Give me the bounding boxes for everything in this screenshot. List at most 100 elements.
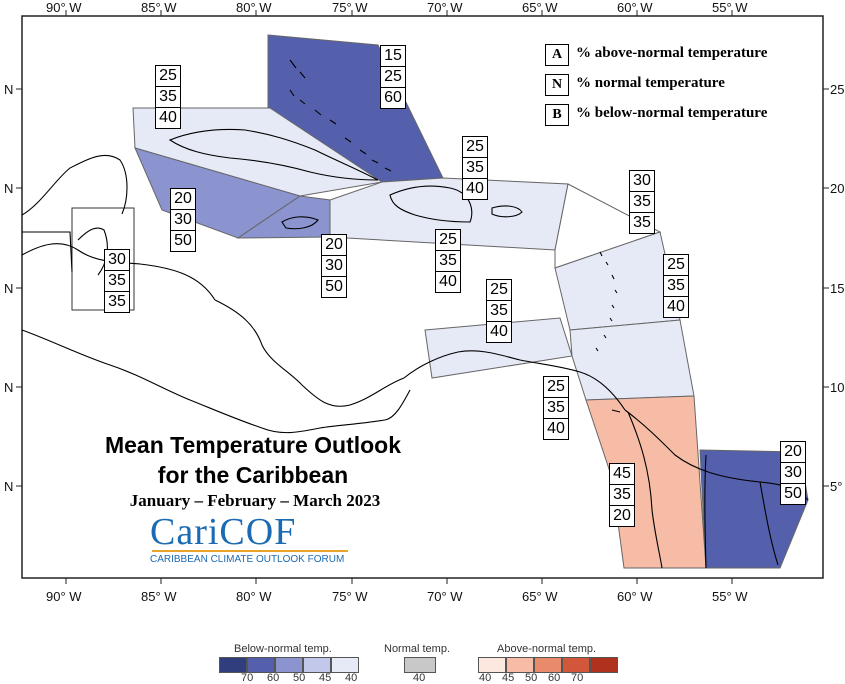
outlook-zones xyxy=(132,34,809,569)
prob-box-cuba-n: 35 xyxy=(155,86,181,108)
lon-label-bottom-55: 55° W xyxy=(712,589,748,604)
prob-box-caribbean-sea-a: 25 xyxy=(435,229,461,251)
legend-key-b: B xyxy=(545,104,569,126)
caricof-logo: CariCOF xyxy=(150,511,297,553)
scale-above-label: Above-normal temp. xyxy=(497,643,597,655)
prob-box-windwards-n: 35 xyxy=(663,275,689,297)
lon-label-bottom-60: 60° W xyxy=(617,589,653,604)
scale-below-tick-0: 70 xyxy=(241,672,254,684)
scale-normal-tick-0: 40 xyxy=(413,672,426,684)
prob-box-windwards-b: 40 xyxy=(663,296,689,318)
lat-label-right-15: 15 xyxy=(830,281,844,296)
prob-box-suriname-a: 20 xyxy=(780,441,806,463)
prob-box-cuba-a: 25 xyxy=(155,65,181,87)
legend-text-n: % normal temperature xyxy=(576,75,725,91)
lon-label-top-60: 60° W xyxy=(617,0,653,15)
prob-box-bahamas-a: 15 xyxy=(380,45,406,67)
prob-box-jamaica-n: 30 xyxy=(321,255,347,277)
lon-label-bottom-90: 90° W xyxy=(46,589,82,604)
coastlines xyxy=(21,59,809,569)
scale-below-swatch-2 xyxy=(275,657,303,673)
prob-box-abc-islands-n: 35 xyxy=(486,300,512,322)
legend-text-a: % above-normal temperature xyxy=(576,45,768,61)
prob-box-guyana-b: 20 xyxy=(609,505,635,527)
lat-label-left-5: N xyxy=(4,479,13,494)
lon-label-top-90: 90° W xyxy=(46,0,82,15)
lat-label-left-25: N xyxy=(4,82,13,97)
prob-box-hispaniola-a: 25 xyxy=(462,136,488,158)
map-title-line1: Mean Temperature Outlook xyxy=(104,432,402,458)
lon-label-top-70: 70° W xyxy=(427,0,463,15)
prob-box-hispaniola-n: 35 xyxy=(462,157,488,179)
lat-ticks xyxy=(16,88,829,487)
map-title-line2: for the Caribbean xyxy=(157,462,349,488)
scale-below-tick-4: 40 xyxy=(345,672,358,684)
scale-below-label: Below-normal temp. xyxy=(234,643,332,655)
prob-box-jamaica-b: 50 xyxy=(321,276,347,298)
scale-above-tick-2: 50 xyxy=(525,672,538,684)
scale-below-tick-3: 45 xyxy=(319,672,332,684)
prob-box-abc-islands-a: 25 xyxy=(486,279,512,301)
scale-above-swatch-2 xyxy=(534,657,562,673)
scale-below-tick-2: 50 xyxy=(293,672,306,684)
scale-above-swatch-4 xyxy=(590,657,618,673)
prob-box-northern-leewards-n: 35 xyxy=(629,191,655,213)
scale-above-swatch-3 xyxy=(562,657,590,673)
legend-text-b: % below-normal temperature xyxy=(576,105,768,121)
prob-box-cayman-n: 30 xyxy=(170,209,196,231)
scale-below-swatch-4 xyxy=(331,657,359,673)
lon-label-top-55: 55° W xyxy=(712,0,748,15)
caricof-logo-subtitle: CARIBBEAN CLIMATE OUTLOOK FORUM xyxy=(150,554,345,565)
prob-box-guyana-n: 35 xyxy=(609,484,635,506)
scale-above-tick-3: 60 xyxy=(548,672,561,684)
scale-normal-label: Normal temp. xyxy=(384,643,451,655)
scale-below-tick-1: 60 xyxy=(267,672,280,684)
prob-box-caribbean-sea-n: 35 xyxy=(435,250,461,272)
prob-box-jamaica-a: 20 xyxy=(321,234,347,256)
prob-box-belize-n: 35 xyxy=(104,270,130,292)
legend-key-n: N xyxy=(545,74,569,96)
lon-label-bottom-80: 80° W xyxy=(236,589,272,604)
lon-label-bottom-85: 85° W xyxy=(141,589,177,604)
lat-label-right-5: 5° xyxy=(830,479,842,494)
lon-label-bottom-65: 65° W xyxy=(522,589,558,604)
lat-label-right-25: 25 xyxy=(830,82,844,97)
scale-above-swatch-1 xyxy=(506,657,534,673)
scale-above-tick-1: 45 xyxy=(502,672,515,684)
map-period: January – February – March 2023 xyxy=(129,491,381,510)
scale-below-swatch-0 xyxy=(219,657,247,673)
legend-key-a: A xyxy=(545,44,569,66)
scale-above-swatch-0 xyxy=(478,657,506,673)
scale-below-swatch-3 xyxy=(303,657,331,673)
scale-below-swatch-1 xyxy=(247,657,275,673)
zone-guyana xyxy=(585,395,707,569)
prob-box-windwards-a: 25 xyxy=(663,254,689,276)
prob-box-suriname-b: 50 xyxy=(780,483,806,505)
prob-box-belize-b: 35 xyxy=(104,291,130,313)
prob-box-abc-islands-b: 40 xyxy=(486,321,512,343)
lat-label-left-20: N xyxy=(4,181,13,196)
lon-ticks-bottom xyxy=(65,578,733,584)
prob-box-trinidad-a: 25 xyxy=(543,376,569,398)
prob-box-bahamas-b: 60 xyxy=(380,87,406,109)
lon-label-top-65: 65° W xyxy=(522,0,558,15)
lon-label-top-75: 75° W xyxy=(332,0,368,15)
scale-normal-swatch xyxy=(404,657,436,673)
zone-trinidad xyxy=(569,319,695,401)
prob-box-cayman-b: 50 xyxy=(170,230,196,252)
prob-box-bahamas-n: 25 xyxy=(380,66,406,88)
prob-box-cuba-b: 40 xyxy=(155,107,181,129)
prob-box-hispaniola-b: 40 xyxy=(462,178,488,200)
prob-box-cayman-a: 20 xyxy=(170,188,196,210)
lon-label-top-80: 80° W xyxy=(236,0,272,15)
prob-box-trinidad-n: 35 xyxy=(543,397,569,419)
prob-box-trinidad-b: 40 xyxy=(543,418,569,440)
zone-belize xyxy=(71,207,135,311)
lat-label-right-10: 10 xyxy=(830,380,844,395)
caricof-logo-underline xyxy=(152,550,348,552)
lon-label-bottom-70: 70° W xyxy=(427,589,463,604)
scale-above-tick-4: 70 xyxy=(571,672,584,684)
lat-label-left-15: N xyxy=(4,281,13,296)
lon-label-top-85: 85° W xyxy=(141,0,177,15)
